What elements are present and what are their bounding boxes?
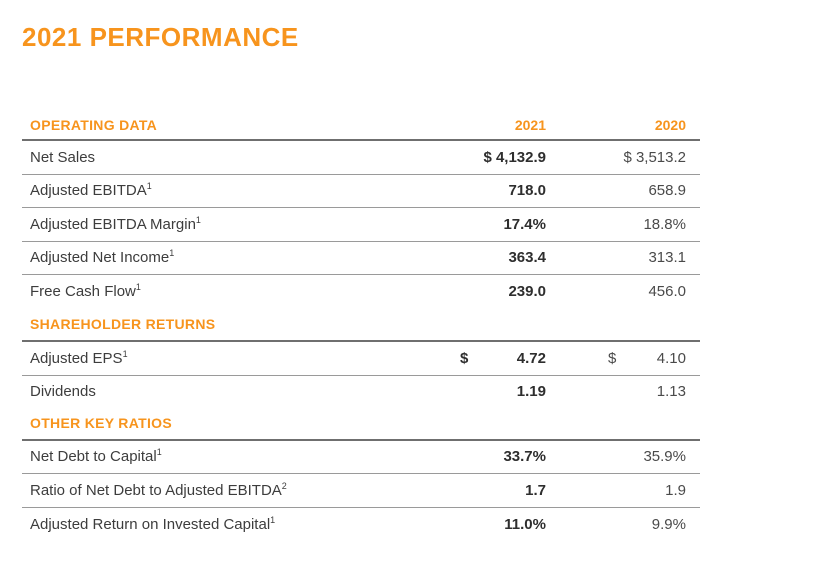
table-row-net-debt-to-capital: Net Debt to Capital1 33.7% 35.9% xyxy=(22,441,700,474)
currency-2021: $ xyxy=(460,349,469,367)
value-2021: 239.0 xyxy=(508,282,546,300)
value-2021: 718.0 xyxy=(508,182,546,200)
row-label: Dividends xyxy=(30,383,96,400)
table-row-adjusted-ebitda: Adjusted EBITDA1 718.0 658.9 xyxy=(22,175,700,208)
value-2020: 18.8% xyxy=(643,215,686,233)
value-2021: $ 4,132.9 xyxy=(483,148,546,166)
section-heading: OTHER KEY RATIOS xyxy=(30,415,172,431)
value-2021: 1.7 xyxy=(525,481,546,499)
section-header-other-key-ratios: OTHER KEY RATIOS xyxy=(22,408,700,441)
row-label: Adjusted EBITDA1 xyxy=(30,181,152,200)
value-2021: 11.0% xyxy=(504,515,546,533)
value-2021: 33.7% xyxy=(503,448,546,466)
table-row-adjusted-net-income: Adjusted Net Income1 363.4 313.1 xyxy=(22,242,700,275)
row-label: Net Sales xyxy=(30,148,96,166)
row-label: Adjusted EBITDA Margin1 xyxy=(30,214,201,233)
table-row-free-cash-flow: Free Cash Flow1 239.0 456.0 xyxy=(22,275,700,307)
column-header-2021: 2021 xyxy=(514,116,546,133)
value-2020: 4.10 xyxy=(656,349,686,367)
value-2021: 363.4 xyxy=(508,249,546,267)
row-label: Adjusted Net Income1 xyxy=(30,248,175,267)
table-row-adjusted-ebitda-margin: Adjusted EBITDA Margin1 17.4% 18.8% xyxy=(22,208,700,242)
row-label: Adjusted EPS1 xyxy=(30,348,128,367)
value-2021: 17.4% xyxy=(503,215,546,233)
value-2021: 4.72 xyxy=(516,349,546,367)
page-title: 2021 PERFORMANCE xyxy=(22,22,299,52)
table-row-net-debt-to-ebitda: Ratio of Net Debt to Adjusted EBITDA2 1.… xyxy=(22,474,700,508)
row-label: Net Debt to Capital1 xyxy=(30,447,162,466)
table-row-adjusted-roic: Adjusted Return on Invested Capital1 11.… xyxy=(22,508,700,542)
table-row-adjusted-eps: Adjusted EPS1 $ 4.72 $ 4.10 xyxy=(22,342,700,376)
section-header-shareholder-returns: SHAREHOLDER RETURNS xyxy=(22,307,700,342)
value-2020: 658.9 xyxy=(648,182,686,200)
row-label: Free Cash Flow1 xyxy=(30,281,141,300)
value-2020: 456.0 xyxy=(648,282,686,300)
performance-table: OPERATING DATA 2021 2020 Net Sales $ 4,1… xyxy=(22,110,700,541)
value-2020: $ 3,513.2 xyxy=(623,148,686,166)
value-2020: 9.9% xyxy=(651,515,686,533)
section-header-operating-data: OPERATING DATA 2021 2020 xyxy=(22,110,700,141)
section-heading: SHAREHOLDER RETURNS xyxy=(30,315,216,332)
value-2020: 1.9 xyxy=(665,481,686,499)
currency-2020: $ xyxy=(608,349,617,367)
table-row-net-sales: Net Sales $ 4,132.9 $ 3,513.2 xyxy=(22,141,700,175)
value-2021: 1.19 xyxy=(516,383,546,400)
value-2020: 313.1 xyxy=(648,249,686,267)
value-2020: 35.9% xyxy=(643,448,686,466)
row-label: Adjusted Return on Invested Capital1 xyxy=(30,514,276,533)
value-2020: 1.13 xyxy=(656,383,686,400)
section-heading: OPERATING DATA xyxy=(30,116,158,133)
table-row-dividends: Dividends 1.19 1.13 xyxy=(22,376,700,408)
column-header-2020: 2020 xyxy=(654,116,686,133)
row-label: Ratio of Net Debt to Adjusted EBITDA2 xyxy=(30,480,287,499)
